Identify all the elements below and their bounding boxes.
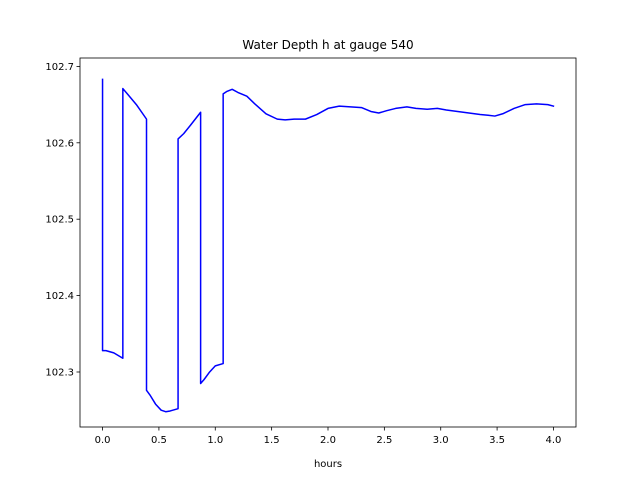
x-axis-label: hours [314, 459, 342, 470]
x-tick-label: 0.5 [151, 435, 167, 446]
x-tick-label: 4.0 [546, 435, 562, 446]
series-line-0 [101, 78, 555, 413]
x-tick-label: 1.0 [207, 435, 223, 446]
series-layer [101, 78, 555, 413]
x-tick-label: 0.0 [95, 435, 111, 446]
x-axis: 0.0 0.5 1.0 1.5 2.0 2.5 3.0 3.5 4.0 [95, 427, 562, 446]
y-tick-label: 102.7 [45, 62, 74, 73]
y-tick-label: 102.6 [45, 138, 74, 149]
y-tick-label: 102.4 [45, 291, 74, 302]
y-axis: 102.3 102.4 102.5 102.6 102.7 [45, 62, 80, 378]
x-tick-label: 3.5 [489, 435, 505, 446]
x-tick-label: 3.0 [433, 435, 449, 446]
x-tick-label: 2.5 [376, 435, 392, 446]
y-tick-label: 102.3 [45, 367, 74, 378]
y-tick-label: 102.5 [45, 215, 74, 226]
x-tick-label: 2.0 [320, 435, 336, 446]
chart-title: Water Depth h at gauge 540 [242, 38, 413, 52]
x-tick-label: 1.5 [264, 435, 280, 446]
